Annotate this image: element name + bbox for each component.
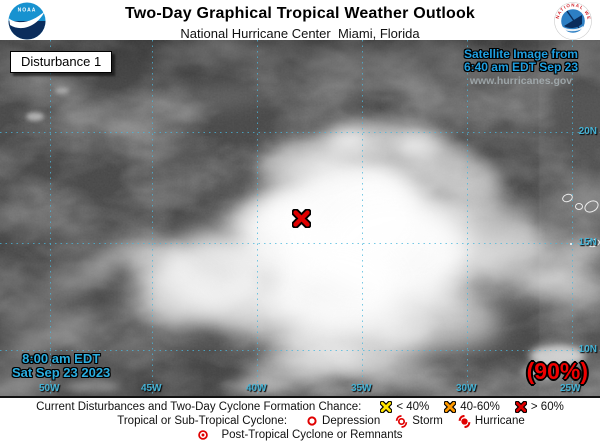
lon-label: 40W	[246, 383, 267, 394]
cloud-blob	[64, 380, 120, 392]
noaa-logo-icon: NOAA	[8, 2, 46, 40]
page-title: Two-Day Graphical Tropical Weather Outlo…	[124, 5, 476, 22]
gridline-30w	[467, 40, 468, 396]
satellite-map: 50W 45W 40W 35W 30W 25W 20N 15N 10N Dist…	[0, 40, 600, 396]
timestamp-line1: 8:00 am EDT	[22, 351, 101, 366]
yellow-x-icon	[380, 401, 393, 413]
lon-label: 45W	[141, 383, 162, 394]
island-outline	[575, 203, 583, 210]
lon-label: 30W	[456, 383, 477, 394]
header-titles: Two-Day Graphical Tropical Weather Outlo…	[0, 0, 600, 41]
legend-item-gt60: > 60%	[514, 401, 564, 413]
gridline-25w	[572, 40, 573, 396]
legend-item-label: 40-60%	[460, 401, 500, 413]
cloud-blob	[204, 280, 296, 336]
lon-label: 35W	[351, 383, 372, 394]
disturbance-x-marker	[291, 208, 312, 233]
lat-label: 15N	[578, 237, 597, 248]
legend-item-post-tropical: Post-Tropical Cyclone or Remnants	[197, 429, 403, 441]
gridline-20n	[0, 132, 600, 133]
lat-label: 20N	[578, 126, 597, 137]
gridline-45w	[152, 40, 153, 396]
legend-item-label: < 40%	[396, 401, 430, 413]
gridline-15n	[0, 243, 600, 244]
cloud-blob	[310, 385, 390, 396]
disturbance-label-box: Disturbance 1	[10, 51, 113, 73]
legend-item-label: Post-Tropical Cyclone or Remnants	[221, 429, 403, 441]
legend-row1-label: Current Disturbances and Two-Day Cyclone…	[36, 401, 362, 413]
island-dot	[570, 243, 572, 245]
legend-item-label: Hurricane	[474, 415, 525, 427]
cloud-blob	[55, 86, 69, 94]
page-subtitle: National Hurricane Center Miami, Florida	[180, 26, 420, 41]
satellite-credit: Satellite Image from 6:40 am EDT Sep 23 …	[464, 48, 578, 88]
hurricanes-gov-url: www.hurricanes.gov	[469, 75, 573, 87]
legend-item-40-60: 40-60%	[444, 401, 500, 413]
gridline-50w	[50, 40, 51, 396]
legend-row2-label: Tropical or Sub-Tropical Cyclone:	[117, 415, 288, 427]
legend-item-storm: Storm	[395, 414, 443, 428]
issuance-timestamp: 8:00 am EDT Sat Sep 23 2023	[12, 352, 110, 380]
post-tropical-icon	[197, 429, 209, 441]
header: NOAA Two-Day Graphical Tropical Weather …	[0, 0, 600, 41]
noaa-logo-text: NOAA	[18, 8, 37, 14]
tropical-storm-icon	[395, 414, 408, 428]
legend-item-hurricane: Hurricane	[458, 414, 525, 428]
legend-row-3: Post-Tropical Cyclone or Remnants	[0, 428, 600, 442]
formation-chance-percent: (90%)	[526, 358, 588, 384]
legend-row-2: Tropical or Sub-Tropical Cyclone: Depres…	[0, 414, 600, 428]
timestamp-line2: Sat Sep 23 2023	[12, 365, 111, 380]
lon-label: 50W	[39, 383, 60, 394]
satellite-credit-line2: 6:40 am EDT Sep 23	[463, 60, 578, 74]
legend: Current Disturbances and Two-Day Cyclone…	[0, 396, 600, 443]
cloud-blob	[138, 75, 282, 121]
orange-x-icon	[444, 401, 457, 413]
legend-row-1: Current Disturbances and Two-Day Cyclone…	[0, 400, 600, 414]
legend-item-label: > 60%	[530, 401, 564, 413]
hurricane-icon	[458, 414, 471, 428]
nws-logo-icon: NATIONAL WEATHER SERVICE	[552, 0, 592, 40]
legend-item-lt40: < 40%	[380, 401, 429, 413]
legend-item-label: Depression	[322, 415, 381, 427]
gridline-35w	[362, 40, 363, 396]
red-x-icon	[514, 401, 527, 413]
legend-item-depression: Depression	[306, 415, 380, 427]
legend-item-label: Storm	[412, 415, 443, 427]
lat-label: 10N	[578, 344, 597, 355]
cloud-blob	[26, 111, 44, 121]
depression-circle-icon	[306, 415, 318, 427]
gridline-40w	[257, 40, 258, 396]
